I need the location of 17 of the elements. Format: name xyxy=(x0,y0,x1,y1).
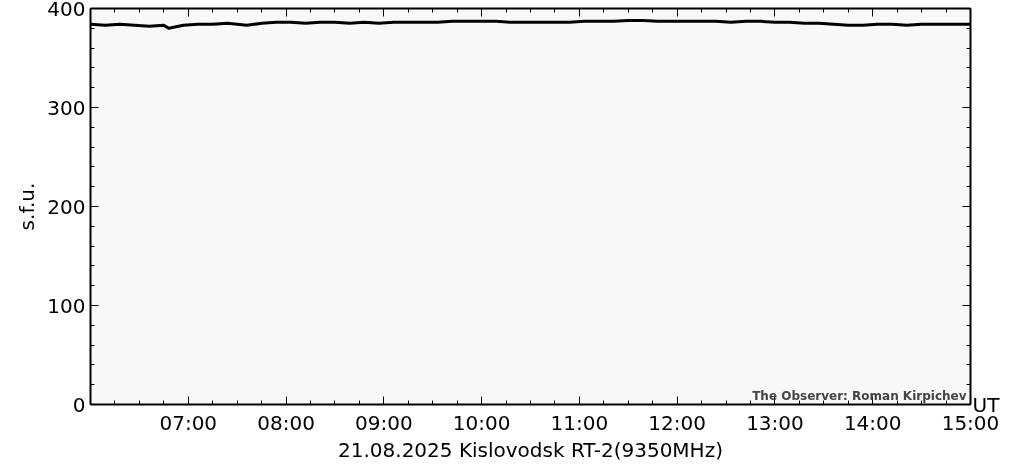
x-tick-label: 07:00 xyxy=(159,410,218,435)
x-axis-title: 21.08.2025 Kislovodsk RT-2(9350MHz) xyxy=(338,437,723,462)
y-tick-label: 300 xyxy=(47,95,86,120)
y-tick-label: 400 xyxy=(47,0,86,21)
x-tick-label: 09:00 xyxy=(355,410,413,435)
y-tick-label: 200 xyxy=(47,194,86,219)
x-tick-label: 11:00 xyxy=(550,410,609,435)
y-tick-label: 0 xyxy=(72,392,86,417)
y-tick-label: 100 xyxy=(47,293,86,318)
x-tick-label: 10:00 xyxy=(452,410,511,435)
text: UT xyxy=(972,392,1001,417)
x-tick-label: 08:00 xyxy=(257,410,315,435)
x-tick-label: 12:00 xyxy=(648,410,706,435)
x-tick-label: 14:00 xyxy=(843,410,902,435)
y-axis-title: s.f.u. xyxy=(15,182,40,231)
annotation: The Observer: Roman Kirpichev xyxy=(752,388,967,403)
x-tick-label: 13:00 xyxy=(746,410,804,435)
